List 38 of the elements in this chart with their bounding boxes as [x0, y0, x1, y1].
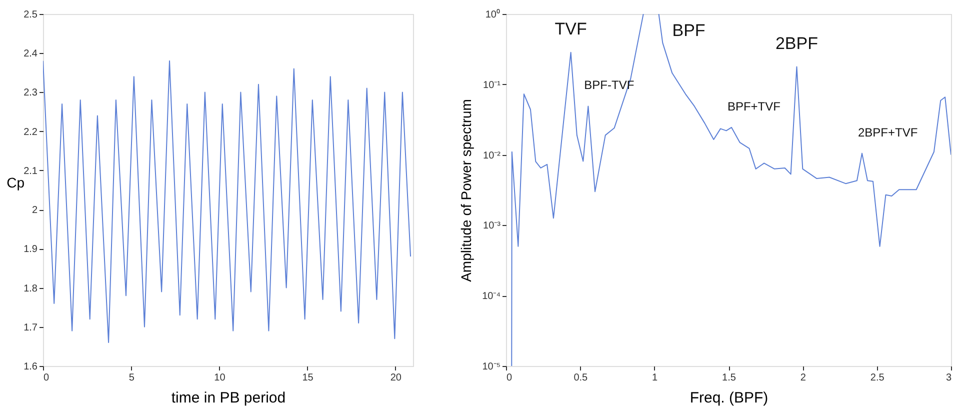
y-tick-label: 2.4 — [24, 48, 38, 60]
annotation: BPF+TVF — [727, 99, 780, 114]
y-tick-label: 10⁻⁵ — [482, 362, 500, 372]
x-tick-label: 10 — [214, 372, 226, 384]
annotation: 2BPF+TVF — [858, 125, 918, 140]
y-tick-label: 2 — [32, 205, 38, 216]
x-tick-label: 2 — [800, 372, 806, 384]
y-tick-label: 2.2 — [24, 126, 38, 138]
x-tick-label: 15 — [302, 372, 314, 384]
x-tick-label: 1.5 — [722, 372, 736, 384]
y-tick-label: 10⁻⁴ — [482, 291, 500, 302]
annotation: TVF — [554, 19, 587, 38]
annotation: BPF — [672, 21, 706, 40]
y-tick-label: 2.1 — [24, 166, 38, 177]
y-axis-title: Cp — [6, 174, 25, 190]
y-tick-label: 1.9 — [24, 244, 38, 256]
x-tick-label: 0 — [506, 372, 512, 384]
x-axis-title: time in PB period — [171, 390, 286, 406]
y-tick-label: 1.6 — [24, 362, 38, 372]
line-series — [43, 60, 412, 344]
y-tick-label: 10⁻¹ — [483, 80, 502, 91]
y-tick-label: 1.7 — [24, 322, 38, 334]
x-tick-label: 2.5 — [870, 372, 885, 384]
y-tick-label: 10⁻² — [483, 150, 502, 162]
x-tick-label: 1 — [652, 372, 658, 384]
y-tick-label: 10⁰ — [485, 8, 500, 20]
y-axis-title: Amplitude of Power spectrum — [458, 99, 474, 282]
x-tick-label: 3 — [946, 372, 952, 384]
x-axis-title: Freq. (BPF) — [690, 390, 768, 406]
y-tick-label: 10⁻³ — [483, 220, 502, 232]
x-tick-label: 20 — [390, 372, 402, 384]
y-tick-label: 2.3 — [24, 88, 38, 99]
y-tick-label: 1.8 — [24, 283, 38, 294]
x-tick-label: 5 — [128, 372, 135, 384]
x-tick-label: 0.5 — [574, 372, 588, 384]
y-tick-label: 2.5 — [24, 10, 38, 20]
x-tick-label: 0 — [44, 372, 50, 384]
annotation: 2BPF — [775, 34, 818, 53]
